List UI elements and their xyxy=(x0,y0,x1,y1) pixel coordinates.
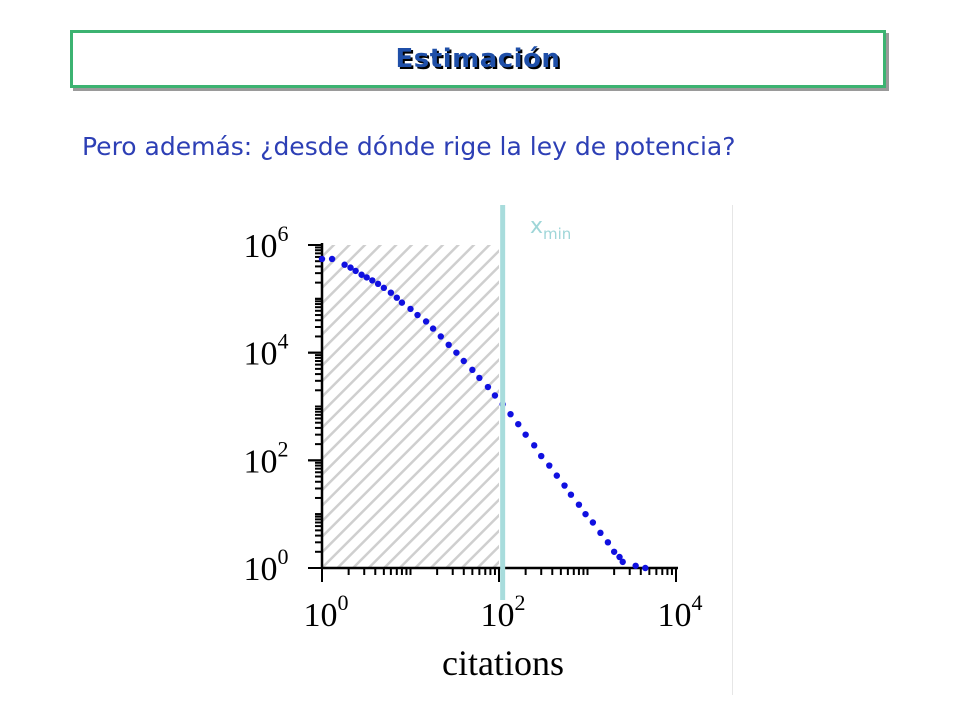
slide-title: Estimación xyxy=(395,44,561,74)
data-point xyxy=(582,510,589,518)
data-point xyxy=(318,255,326,263)
x-axis-title: citations xyxy=(442,643,564,683)
data-point xyxy=(642,564,649,572)
plot-panel: 100 102 104 100 102 104 106 citations xyxy=(232,205,733,695)
data-point xyxy=(522,431,529,438)
data-point xyxy=(414,311,421,319)
data-point xyxy=(328,255,336,263)
data-point xyxy=(445,341,452,349)
x-tick-label: 100 xyxy=(304,590,349,634)
y-tick-label: 100 xyxy=(244,544,289,588)
citations-distribution-chart: 100 102 104 100 102 104 106 citations xyxy=(244,205,703,683)
data-point xyxy=(347,264,354,271)
xmin-label: xmin xyxy=(530,214,571,243)
data-point xyxy=(476,374,483,382)
data-point xyxy=(531,442,538,449)
data-point xyxy=(515,420,522,428)
data-point xyxy=(422,318,430,325)
xmin-label-sub: min xyxy=(543,225,572,243)
data-point xyxy=(604,539,612,546)
data-point xyxy=(616,553,623,561)
hatched-region xyxy=(322,245,499,568)
data-point xyxy=(398,299,406,306)
y-tick-label: 106 xyxy=(244,221,289,265)
y-tick-label: 102 xyxy=(244,436,289,480)
data-point xyxy=(374,280,382,288)
data-point xyxy=(507,410,514,418)
data-point xyxy=(538,452,545,460)
data-point xyxy=(352,267,359,275)
data-point xyxy=(484,383,492,391)
data-point xyxy=(546,462,553,469)
data-point xyxy=(387,289,395,296)
data-point xyxy=(610,548,618,555)
data-point xyxy=(632,562,639,569)
x-tick-label: 102 xyxy=(481,590,526,634)
data-point xyxy=(619,558,626,566)
data-point xyxy=(575,501,583,508)
xmin-label-main: x xyxy=(530,214,544,239)
data-point xyxy=(437,333,445,340)
data-point xyxy=(429,325,437,332)
data-point xyxy=(553,472,561,479)
data-point xyxy=(369,277,376,284)
data-point xyxy=(380,284,388,292)
data-point xyxy=(407,305,414,313)
x-tick-label: 104 xyxy=(658,590,703,634)
data-point xyxy=(453,349,460,356)
slide-subtitle: Pero además: ¿desde dónde rige la ley de… xyxy=(82,132,736,161)
data-point xyxy=(363,274,370,281)
data-point xyxy=(597,529,604,537)
data-point xyxy=(341,261,348,268)
data-point xyxy=(589,519,597,526)
y-tick-label: 104 xyxy=(244,329,289,373)
data-point xyxy=(567,491,575,498)
data-point xyxy=(561,482,568,489)
title-box: Estimación xyxy=(70,30,886,88)
data-point xyxy=(469,366,476,374)
data-point xyxy=(460,357,467,365)
data-point xyxy=(491,392,499,399)
data-point xyxy=(393,294,400,301)
data-point xyxy=(358,271,365,278)
